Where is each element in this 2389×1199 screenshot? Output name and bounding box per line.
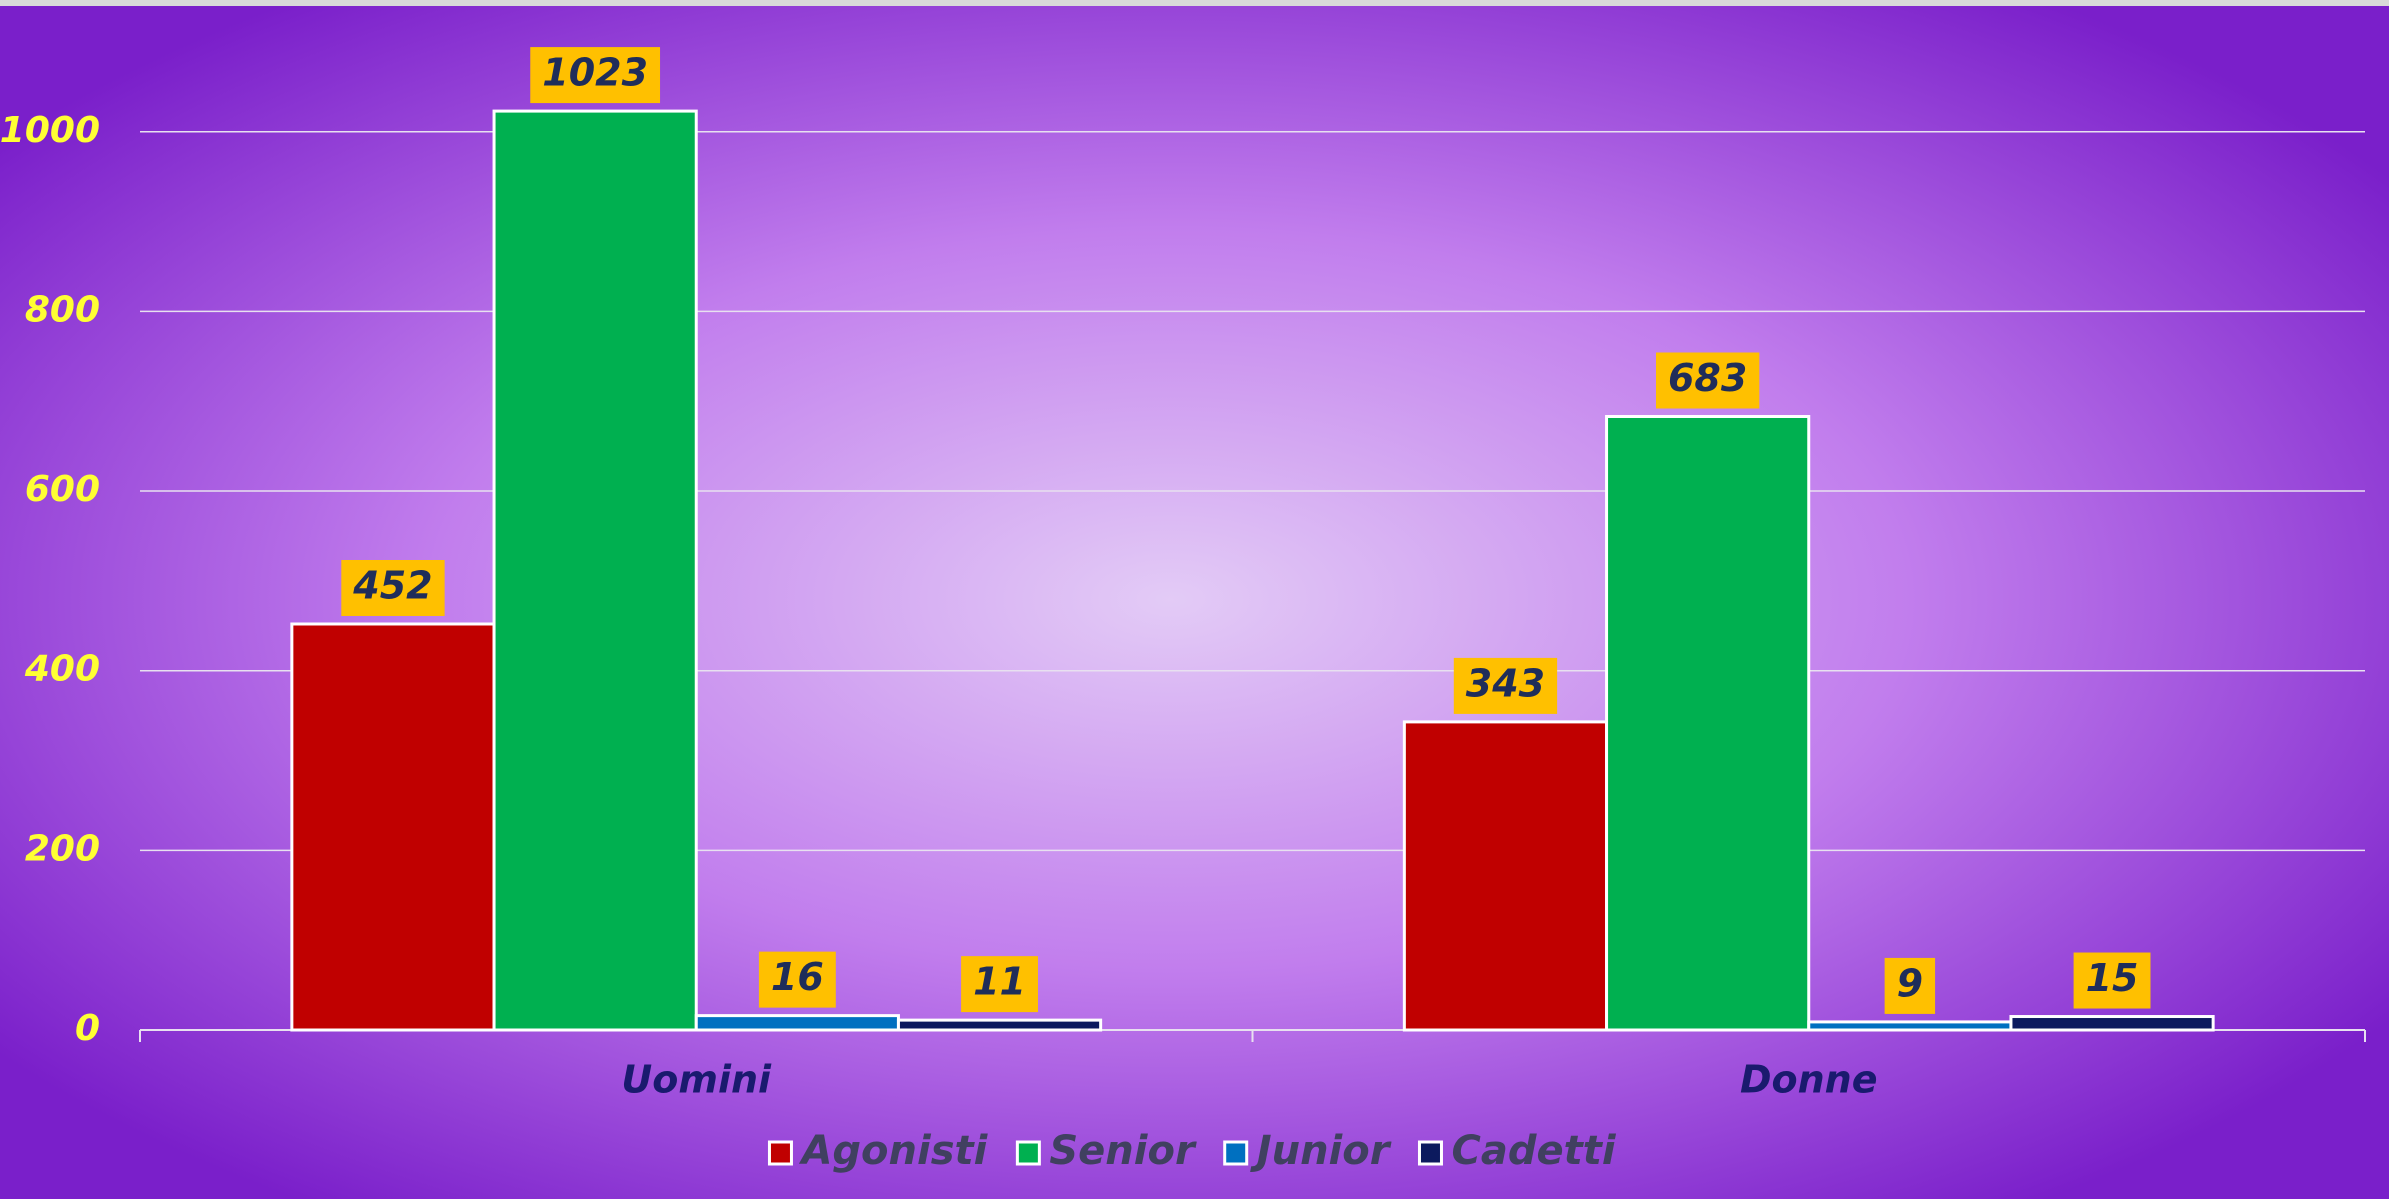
bar	[694, 1014, 900, 1032]
legend-swatch	[1223, 1140, 1249, 1166]
legend-label: Agonisti	[798, 1128, 988, 1174]
y-tick-label: 1000	[0, 110, 100, 151]
data-label-box	[1655, 352, 1760, 409]
data-label: 16	[771, 955, 824, 999]
data-label-box	[758, 951, 836, 1008]
bar	[290, 622, 496, 1032]
y-tick-label: 800	[25, 289, 100, 330]
y-tick-label: 600	[25, 469, 100, 510]
data-label: 452	[352, 563, 432, 607]
legend-swatch	[1015, 1140, 1041, 1166]
x-tick-label: Uomini	[621, 1058, 772, 1102]
legend-label: Cadetti	[1451, 1128, 1616, 1174]
bar	[2009, 1015, 2215, 1032]
data-label: 11	[973, 960, 1026, 1004]
data-label: 9	[1897, 961, 1923, 1005]
y-tick-label: 400	[24, 649, 100, 690]
bar	[1402, 720, 1609, 1032]
x-tick-label: Donne	[1740, 1058, 1878, 1102]
data-label-box	[530, 47, 661, 104]
data-label-box	[1884, 957, 1936, 1014]
top-strip	[0, 0, 2389, 6]
bar	[492, 109, 698, 1032]
data-label: 343	[1466, 661, 1545, 705]
data-label: 683	[1668, 356, 1747, 400]
y-tick-label: 0	[75, 1008, 100, 1049]
data-label-box	[341, 559, 445, 616]
data-label: 15	[2086, 956, 2139, 1000]
bar	[1605, 414, 1811, 1032]
y-tick-label: 200	[25, 828, 100, 869]
data-label: 1023	[542, 51, 648, 95]
legend-swatch	[1417, 1140, 1443, 1166]
bar	[896, 1018, 1103, 1032]
legend-label: Senior	[1049, 1128, 1197, 1174]
legend-label: Junior	[1250, 1128, 1392, 1174]
data-label-box	[2073, 952, 2151, 1009]
bar	[1807, 1020, 2013, 1032]
data-label-box	[961, 956, 1038, 1013]
legend-swatch	[767, 1140, 793, 1166]
data-label-box	[1453, 657, 1558, 714]
